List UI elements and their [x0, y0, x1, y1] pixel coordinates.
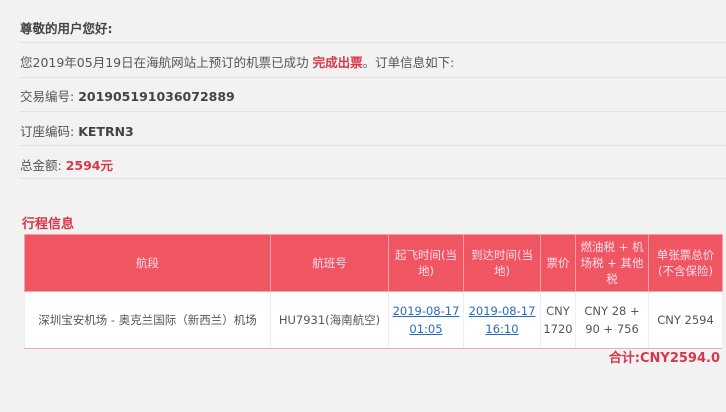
- amount-value: 2594元: [65, 158, 113, 173]
- divider: [20, 178, 726, 179]
- header-flight: 航班号: [270, 234, 389, 292]
- taxes-cell: CNY 28 + 90 + 756: [575, 291, 649, 349]
- total-amount: 总金额: 2594元: [20, 155, 113, 174]
- header-segment: 航段: [24, 234, 271, 292]
- booking-label: 订座编码:: [20, 124, 79, 139]
- intro-text: 您2019年05月19日在海航网站上预订的机票已成功 完成出票。订单信息如下:: [20, 52, 454, 71]
- divider: [20, 111, 726, 112]
- transaction-number: 交易编号: 201905191036072889: [20, 86, 235, 105]
- flight-cell: HU7931(海南航空): [270, 291, 389, 349]
- intro-after: 。订单信息如下:: [362, 55, 455, 70]
- header-arrival: 到达时间(当地): [463, 234, 541, 292]
- itinerary-table: 航段 航班号 起飞时间(当地) 到达时间(当地) 票价 燃油税 + 机场税 + …: [24, 234, 723, 349]
- table-bottom-line: [24, 348, 722, 349]
- departure-link[interactable]: 2019-08-17 01:05: [392, 304, 460, 336]
- header-departure: 起飞时间(当地): [388, 234, 464, 292]
- table-row: 深圳宝安机场 - 奥克兰国际（新西兰）机场 HU7931(海南航空) 2019-…: [24, 291, 723, 349]
- itinerary-title: 行程信息: [22, 217, 75, 232]
- ticket-issued-highlight: 完成出票: [312, 55, 363, 70]
- ticket-total-cell: CNY 2594: [648, 291, 723, 349]
- departure-cell: 2019-08-17 01:05: [388, 291, 464, 349]
- divider: [20, 145, 726, 146]
- divider: [20, 42, 726, 43]
- fare-cell: CNY 1720: [540, 291, 576, 349]
- arrival-cell: 2019-08-17 16:10: [463, 291, 541, 349]
- booking-value: KETRN3: [78, 124, 134, 139]
- header-taxes: 燃油税 + 机场税 + 其他税: [575, 234, 649, 292]
- intro-before: 您2019年05月19日在海航网站上预订的机票已成功: [20, 55, 313, 70]
- divider: [20, 77, 726, 78]
- header-total: 单张票总价(不含保险): [648, 234, 723, 292]
- table-header-row: 航段 航班号 起飞时间(当地) 到达时间(当地) 票价 燃油税 + 机场税 + …: [24, 234, 723, 292]
- grand-total: 合计:CNY2594.0: [608, 351, 720, 366]
- segment-cell: 深圳宝安机场 - 奥克兰国际（新西兰）机场: [24, 291, 271, 349]
- amount-label: 总金额:: [20, 158, 66, 173]
- arrival-link[interactable]: 2019-08-17 16:10: [468, 304, 536, 336]
- greeting: 尊敬的用户您好:: [20, 21, 113, 36]
- transaction-label: 交易编号:: [20, 89, 79, 104]
- header-fare: 票价: [540, 234, 576, 292]
- booking-code: 订座编码: KETRN3: [20, 121, 134, 140]
- transaction-value: 201905191036072889: [78, 89, 235, 104]
